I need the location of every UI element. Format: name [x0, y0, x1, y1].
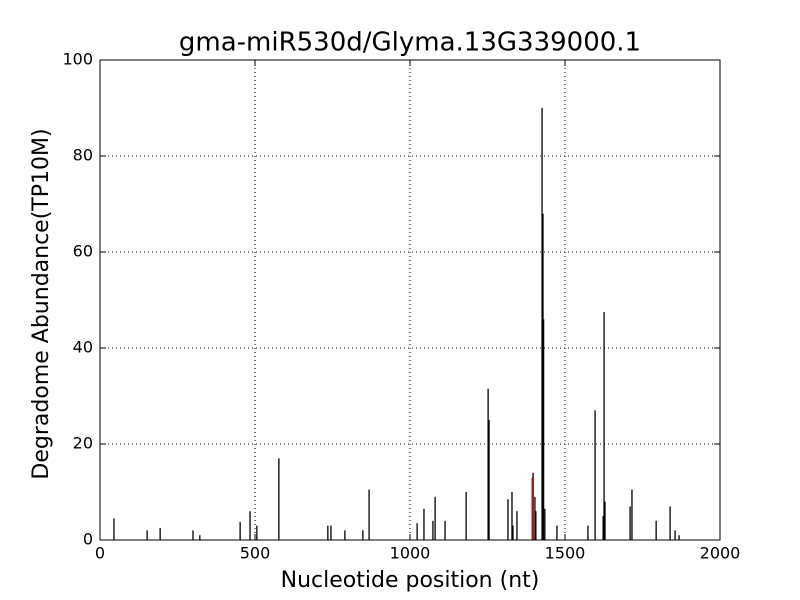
y-tick-label: 80	[73, 146, 93, 165]
x-tick-label: 1500	[545, 544, 586, 563]
x-tick-label: 500	[240, 544, 271, 563]
x-tick-label: 1000	[390, 544, 431, 563]
y-tick-label: 40	[73, 338, 93, 357]
x-tick-label: 0	[95, 544, 105, 563]
y-tick-label: 60	[73, 242, 93, 261]
y-tick-label: 0	[83, 530, 93, 549]
x-tick-label: 2000	[700, 544, 741, 563]
y-axis-label: Degradome Abundance(TP10M)	[29, 128, 54, 479]
y-tick-label: 20	[73, 434, 93, 453]
x-axis-label: Nucleotide position (nt)	[281, 568, 540, 593]
plot-frame	[99, 59, 721, 541]
chart-title: gma-miR530d/Glyma.13G339000.1	[179, 28, 641, 58]
y-tick-label: 100	[62, 50, 93, 69]
